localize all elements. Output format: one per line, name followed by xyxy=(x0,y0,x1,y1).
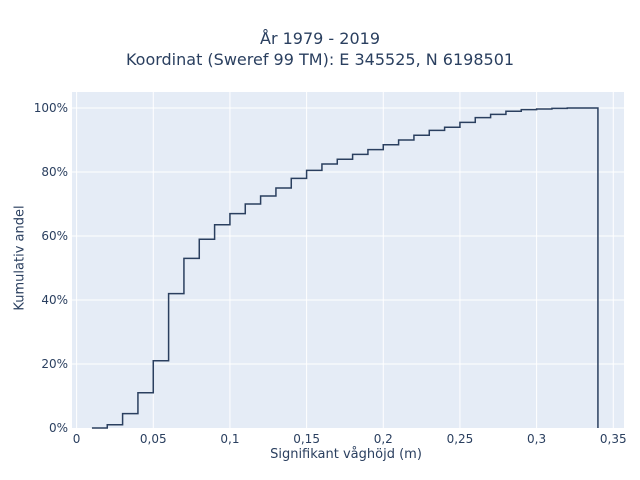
y-tick-label: 80% xyxy=(41,165,68,179)
x-tick-label: 0,35 xyxy=(600,432,627,446)
y-tick-label: 60% xyxy=(41,229,68,243)
y-axis-title: Kumulativ andel xyxy=(12,205,28,311)
plot-area xyxy=(72,92,624,428)
x-tick-label: 0,1 xyxy=(220,432,239,446)
x-tick-label: 0,3 xyxy=(527,432,546,446)
x-tick-label: 0,05 xyxy=(140,432,167,446)
chart-title-line-2: Koordinat (Sweref 99 TM): E 345525, N 61… xyxy=(125,50,515,69)
x-axis-title: Signifikant våghöjd (m) xyxy=(270,447,422,462)
series-line xyxy=(91,107,599,429)
grid-lines xyxy=(72,92,624,428)
x-tick-label: 0,15 xyxy=(293,432,320,446)
y-tick-label: 0% xyxy=(49,421,68,435)
x-axis-ticks: 0 0,05 0,1 0,15 0,2 0,25 0,3 0,35 xyxy=(73,432,627,446)
x-tick-label: 0 xyxy=(73,432,81,446)
chart-title-line-1: År 1979 - 2019 xyxy=(260,29,380,48)
x-tick-label: 0,25 xyxy=(447,432,474,446)
x-tick-label: 0,2 xyxy=(374,432,393,446)
y-tick-label: 20% xyxy=(41,357,68,371)
y-tick-label: 40% xyxy=(41,293,68,307)
y-tick-label: 100% xyxy=(34,101,68,115)
y-axis-ticks: 0% 20% 40% 60% 80% 100% xyxy=(34,101,68,435)
